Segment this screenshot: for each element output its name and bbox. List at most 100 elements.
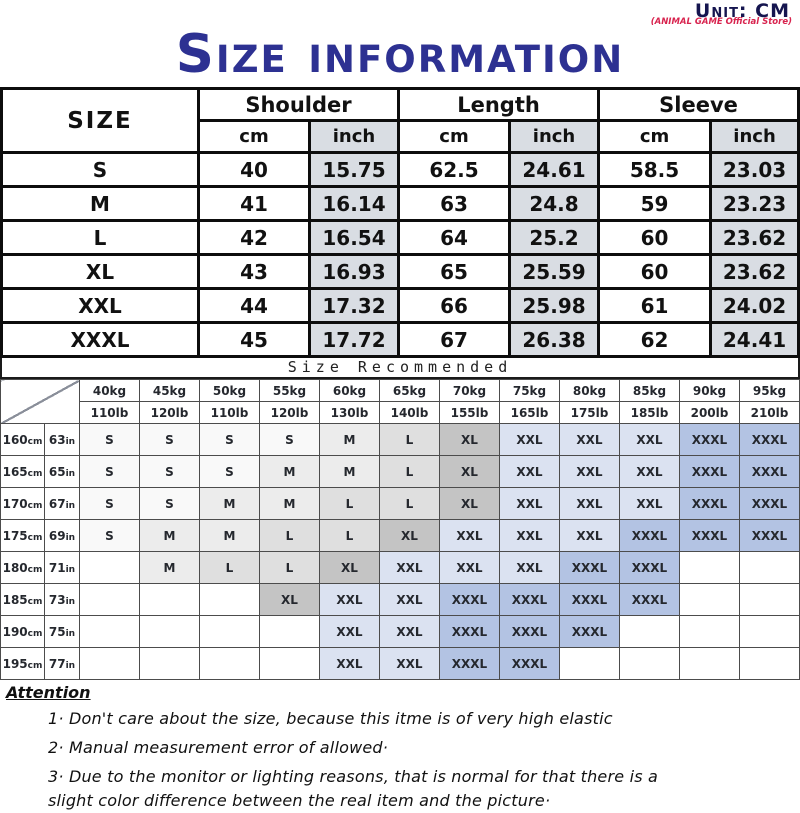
weight-lb-header: 185lb bbox=[619, 401, 680, 424]
measurement-cell: 23.62 bbox=[709, 253, 800, 290]
recommended-size-cell: L bbox=[379, 487, 440, 520]
measurement-cell: 66 bbox=[397, 287, 512, 324]
recommended-size-cell bbox=[79, 647, 140, 680]
recommended-size-cell: XXXL bbox=[679, 487, 740, 520]
recommended-size-cell: XXL bbox=[619, 455, 680, 488]
size-recommended-title: Size Recommended bbox=[0, 358, 800, 379]
recommended-size-cell: XL bbox=[439, 423, 500, 456]
recommended-size-cell: XXL bbox=[499, 423, 560, 456]
weight-lb-header: 140lb bbox=[379, 401, 440, 424]
recommended-size-cell: XXL bbox=[319, 583, 380, 616]
size-table-unit-header-row: cm inch cm inch cm inch bbox=[2, 119, 800, 154]
height-cm-unit: cm bbox=[27, 500, 43, 511]
attention-section: Attention 1· Don't care about the size, … bbox=[0, 680, 800, 813]
height-cm-cell: 180cm bbox=[0, 551, 45, 584]
recommended-size-cell: XXL bbox=[619, 423, 680, 456]
height-in-unit: in bbox=[65, 468, 76, 479]
size-table-row: XXXL 45 17.72 67 26.38 62 24.41 bbox=[0, 321, 800, 358]
recommended-size-cell: XXL bbox=[439, 519, 500, 552]
recommended-size-cell bbox=[139, 647, 200, 680]
recommended-size-cell: XXL bbox=[559, 455, 620, 488]
attention-heading: Attention bbox=[6, 683, 91, 702]
weight-lb-header-row: 110lb 120lb 110lb 120lb 130lb 140lb 155lb 165lb… bbox=[1, 401, 800, 424]
weight-kg-header: 75kg bbox=[499, 379, 560, 402]
measurement-cell: 65 bbox=[397, 253, 512, 290]
recommended-size-cell: S bbox=[79, 519, 140, 552]
recommended-size-cell bbox=[259, 615, 320, 648]
height-in-unit: in bbox=[65, 628, 76, 639]
recommended-size-cell bbox=[259, 647, 320, 680]
recommended-size-cell: S bbox=[79, 423, 140, 456]
recommended-size-cell: S bbox=[79, 455, 140, 488]
recommended-size-cell: M bbox=[199, 487, 260, 520]
weight-kg-header: 70kg bbox=[439, 379, 500, 402]
shoulder-header: Shoulder bbox=[196, 87, 401, 122]
recommended-size-cell: M bbox=[259, 455, 320, 488]
measurement-cell: 24.41 bbox=[709, 321, 800, 358]
height-cm-unit: cm bbox=[27, 532, 43, 543]
measurement-cell: 25.2 bbox=[508, 219, 601, 256]
recommended-size-cell: L bbox=[319, 487, 380, 520]
measurement-cell: 16.93 bbox=[307, 253, 401, 290]
recommended-size-cell bbox=[79, 583, 140, 616]
recommended-size-cell: XXXL bbox=[679, 455, 740, 488]
store-name: (ANIMAL GAME Official Store) bbox=[650, 17, 792, 27]
height-cm-cell: 170cm bbox=[0, 487, 45, 520]
recommended-size-cell: XXXL bbox=[619, 551, 680, 584]
size-table-row: S 40 15.75 62.5 24.61 58.5 23.03 bbox=[0, 151, 800, 188]
height-cm-cell: 185cm bbox=[0, 583, 45, 616]
recommended-size-cell bbox=[679, 647, 740, 680]
measurement-cell: 23.03 bbox=[709, 151, 800, 188]
recommended-size-cell: S bbox=[199, 423, 260, 456]
inch-header: inch bbox=[508, 119, 601, 154]
cm-header: cm bbox=[197, 119, 311, 154]
unit-label: Unit: CM bbox=[694, 0, 790, 22]
recommended-size-cell: XXL bbox=[379, 647, 440, 680]
weight-kg-header: 40kg bbox=[79, 379, 140, 402]
recommended-size-cell: XXL bbox=[379, 615, 440, 648]
measurement-cell: 62 bbox=[597, 321, 713, 358]
recommended-size-cell: XL bbox=[379, 519, 440, 552]
recommended-size-cell: S bbox=[199, 455, 260, 488]
measurement-cell: 40 bbox=[197, 151, 311, 188]
weight-lb-header: 120lb bbox=[259, 401, 320, 424]
weight-lb-header: 175lb bbox=[559, 401, 620, 424]
recommended-size-cell: S bbox=[259, 423, 320, 456]
recommended-size-cell bbox=[79, 551, 140, 584]
weight-kg-header: 50kg bbox=[199, 379, 260, 402]
measurement-cell: 63 bbox=[397, 185, 512, 222]
rec-table-row: 185cm 73in XL XXL XXL XXXL XXXL XXXL XXXL bbox=[0, 583, 800, 616]
recommended-size-cell: M bbox=[259, 487, 320, 520]
height-cm-cell: 160cm bbox=[0, 423, 45, 456]
weight-lb-header: 110lb bbox=[79, 401, 140, 424]
size-column-header: SIZE bbox=[0, 87, 200, 154]
measurement-cell: 43 bbox=[197, 253, 311, 290]
height-in-cell: 67in bbox=[44, 487, 80, 520]
size-table-group-header-row: SIZE Shoulder Length Sleeve bbox=[0, 87, 800, 154]
weight-kg-header: 85kg bbox=[619, 379, 680, 402]
recommended-size-cell bbox=[739, 551, 800, 584]
rec-table-row: 195cm 77in XXL XXL XXXL XXXL bbox=[0, 647, 800, 680]
top-bar: Unit: CM (ANIMAL GAME Official Store) bbox=[0, 0, 800, 27]
size-cell: XXL bbox=[0, 287, 200, 324]
measurement-cell: 25.98 bbox=[508, 287, 601, 324]
height-cm-cell: 195cm bbox=[0, 647, 45, 680]
recommended-size-cell: M bbox=[139, 551, 200, 584]
height-cm-unit: cm bbox=[27, 564, 43, 575]
recommended-size-cell: XXL bbox=[559, 519, 620, 552]
rec-table-row: 165cm 65in S S S M M L XL XXL XXL XXL XXXL XXXL bbox=[0, 455, 800, 488]
recommended-size-cell: XXL bbox=[319, 647, 380, 680]
inch-header: inch bbox=[307, 119, 401, 154]
measurement-cell: 59 bbox=[597, 185, 713, 222]
measurement-cell: 41 bbox=[197, 185, 311, 222]
weight-lb-header: 165lb bbox=[499, 401, 560, 424]
height-in-cell: 75in bbox=[44, 615, 80, 648]
measurement-cell: 15.75 bbox=[307, 151, 401, 188]
recommended-size-cell: XXL bbox=[439, 551, 500, 584]
measurement-cell: 67 bbox=[397, 321, 512, 358]
weight-kg-header: 80kg bbox=[559, 379, 620, 402]
recommended-size-cell: L bbox=[259, 519, 320, 552]
height-in-cell: 69in bbox=[44, 519, 80, 552]
rec-table-row: 190cm 75in XXL XXL XXXL XXXL XXXL bbox=[0, 615, 800, 648]
attention-note: 1· Don't care about the size, because th… bbox=[48, 709, 613, 728]
